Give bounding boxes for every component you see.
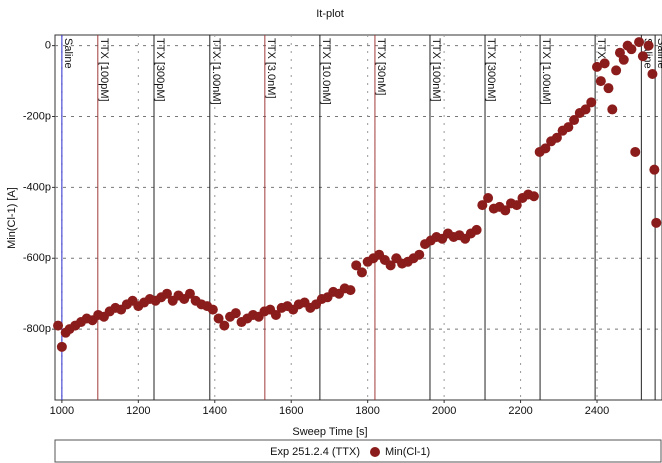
data-point <box>56 341 67 352</box>
marker-label: TTX [300pM] <box>154 38 166 102</box>
data-point <box>53 320 64 331</box>
data-point <box>230 308 241 319</box>
data-point <box>219 320 230 331</box>
data-point <box>414 249 425 260</box>
data-point <box>647 68 658 79</box>
data-point <box>634 37 645 48</box>
data-point <box>511 200 522 211</box>
x-axis-label: Sweep Time [s] <box>292 426 367 438</box>
legend-marker <box>370 447 380 457</box>
data-point <box>626 44 637 55</box>
y-tick-label: -600p <box>23 252 51 264</box>
x-tick-label: 1800 <box>355 405 379 417</box>
data-point <box>607 104 618 115</box>
data-point <box>184 288 195 299</box>
marker-label: Saline <box>62 38 74 69</box>
data-point <box>385 260 396 271</box>
legend-label: Min(Cl-1) <box>385 446 430 458</box>
x-tick-label: 1200 <box>126 405 150 417</box>
data-point <box>528 191 539 202</box>
data-point <box>161 288 172 299</box>
data-point <box>500 205 511 216</box>
data-point <box>637 51 648 62</box>
data-point <box>563 122 574 133</box>
chart-title: It-plot <box>316 8 344 20</box>
data-point <box>630 146 641 157</box>
x-tick-label: 2400 <box>585 405 609 417</box>
y-tick-label: -200p <box>23 110 51 122</box>
data-point <box>643 40 654 51</box>
y-axis-label: Min(Cl-1) [A] <box>6 187 18 249</box>
marker-label: TTX <box>595 38 607 59</box>
marker-label: TTX [3.0nM] <box>265 38 277 99</box>
data-point <box>595 76 606 87</box>
data-point <box>207 304 218 315</box>
x-tick-label: 1600 <box>279 405 303 417</box>
data-point <box>351 260 362 271</box>
x-tick-label: 2000 <box>432 405 456 417</box>
data-point <box>611 65 622 76</box>
data-point <box>471 224 482 235</box>
data-point <box>586 97 597 108</box>
legend-box <box>54 439 662 463</box>
data-point <box>651 217 662 228</box>
data-point <box>551 132 562 143</box>
x-tick-label: 1400 <box>203 405 227 417</box>
y-tick-label: -400p <box>23 181 51 193</box>
data-point <box>569 115 580 126</box>
marker-label: TTX [100nM] <box>430 38 442 102</box>
data-point <box>540 143 551 154</box>
marker-label: TTX [300nM] <box>485 38 497 102</box>
data-point <box>603 83 614 94</box>
data-point <box>213 313 224 324</box>
data-point <box>483 193 494 204</box>
marker-label: TTX [100pM] <box>98 38 110 102</box>
legend-title: Exp 251.2.4 (TTX) <box>270 446 360 458</box>
data-point <box>270 309 281 320</box>
marker-label: Saline <box>655 38 662 69</box>
data-point <box>477 200 488 211</box>
x-tick-label: 2200 <box>508 405 532 417</box>
data-point <box>618 54 629 65</box>
data-point <box>599 58 610 69</box>
marker-label: TTX [1.00nM] <box>210 38 222 105</box>
data-point <box>592 61 603 72</box>
marker-label: TTX [10.0nM] <box>320 38 332 105</box>
marker-label: TTX [1.00uM] <box>540 38 552 105</box>
x-tick-label: 1000 <box>50 405 74 417</box>
data-point <box>356 267 367 278</box>
data-point <box>649 164 660 175</box>
data-point <box>580 104 591 115</box>
y-tick-label: 0 <box>45 40 51 52</box>
plot-area <box>54 34 662 401</box>
marker-label: TTX [30nM] <box>375 38 387 95</box>
data-point <box>345 285 356 296</box>
y-tick-label: -800p <box>23 323 51 335</box>
